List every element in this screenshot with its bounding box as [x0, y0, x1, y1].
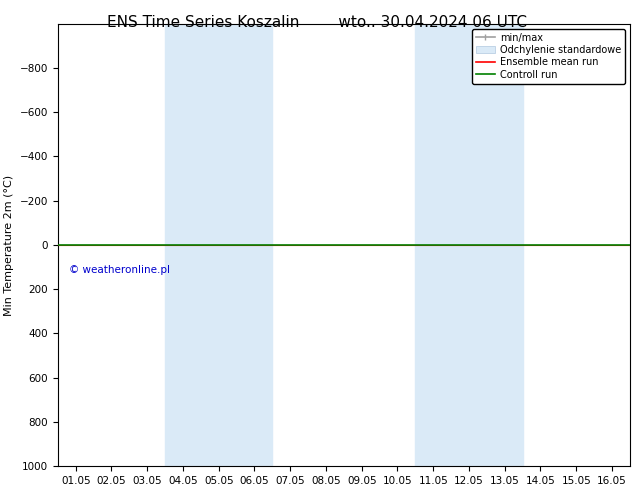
Legend: min/max, Odchylenie standardowe, Ensemble mean run, Controll run: min/max, Odchylenie standardowe, Ensembl… [472, 28, 625, 84]
Text: © weatheronline.pl: © weatheronline.pl [69, 265, 171, 275]
Bar [165, 24, 273, 466]
Text: ENS Time Series Koszalin        wto.. 30.04.2024 06 UTC: ENS Time Series Koszalin wto.. 30.04.202… [107, 15, 527, 30]
Bar [415, 24, 522, 466]
Y-axis label: Min Temperature 2m (°C): Min Temperature 2m (°C) [4, 174, 14, 316]
